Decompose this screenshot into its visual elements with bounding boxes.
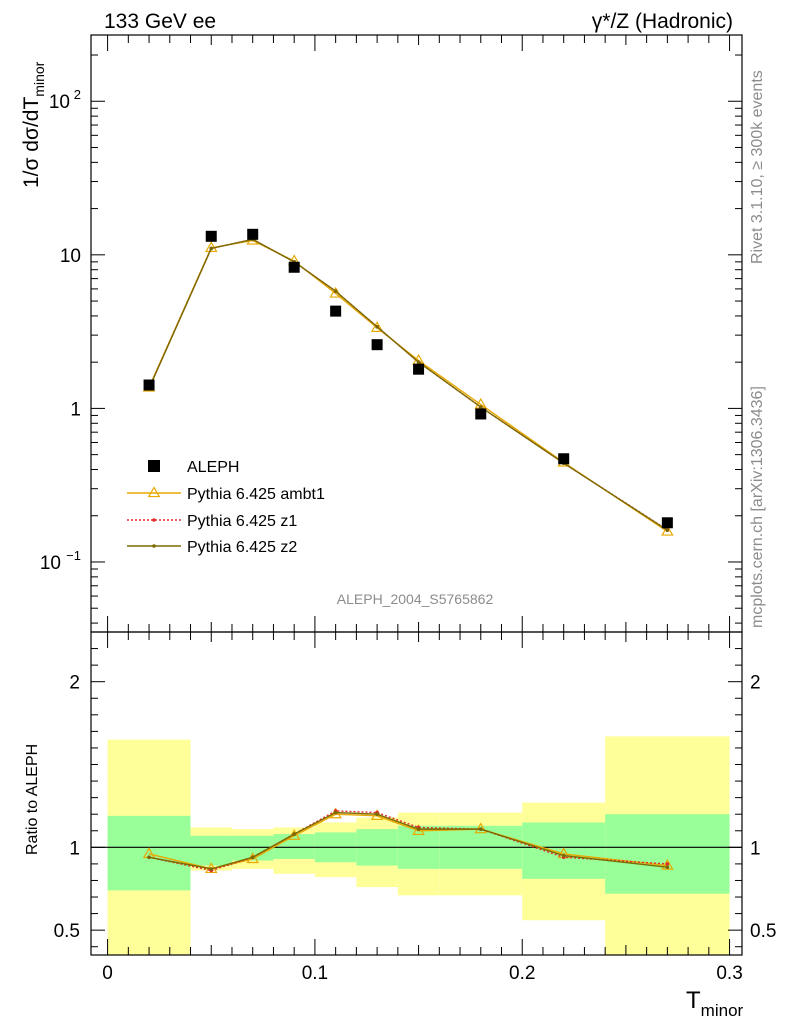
main-line-z2 xyxy=(148,238,668,531)
main-point-ambt1 xyxy=(370,321,384,332)
ratio-point-ambt1 xyxy=(661,858,674,870)
main-y-tick-exponent: −1 xyxy=(66,548,81,563)
ratio-axis-ticks: 0.5 0.5 1 1 2 2 0 0.1 0.2 0.3 xyxy=(54,632,776,984)
ratio-band-inner xyxy=(190,835,232,866)
legend-label: ALEPH xyxy=(187,459,239,476)
main-data-point xyxy=(330,305,342,317)
x-tick-label: 0 xyxy=(102,963,113,984)
legend: ALEPH Pythia 6.425 ambt1 Pythia 6.425 z1 Py… xyxy=(127,459,325,556)
main-data-point xyxy=(247,228,259,240)
x-axis-label-sub: minor xyxy=(701,1001,744,1020)
main-point-z2 xyxy=(333,289,338,293)
main-data-point xyxy=(558,453,570,465)
ratio-point-ambt1 xyxy=(474,822,488,834)
main-axis-ticks: 10 −1 1 10 10 2 xyxy=(40,35,742,632)
rivet-version-label: Rivet 3.1.10, ≥ 300k events xyxy=(749,70,766,264)
main-ylabel: 1/σ dσ/dTminor xyxy=(20,61,47,188)
analysis-id-label: ALEPH_2004_S5765862 xyxy=(337,591,494,607)
ratio-point-z2 xyxy=(416,827,421,831)
main-point-z2 xyxy=(416,360,421,364)
ratio-y-tick-label-right: 1 xyxy=(750,838,761,859)
legend-marker-data xyxy=(148,460,160,472)
main-y-tick-label: 1 xyxy=(70,399,81,420)
ratio-point-z2 xyxy=(333,810,338,815)
legend-label: Pythia 6.425 z2 xyxy=(187,539,297,556)
main-data-point xyxy=(661,517,673,529)
ratio-point-z2 xyxy=(478,827,483,831)
main-ylabel-sub: minor xyxy=(31,61,47,96)
main-data-point xyxy=(475,408,487,420)
main-series-group xyxy=(142,228,674,536)
legend-marker-z1 xyxy=(152,518,156,522)
x-axis-label: Tminor xyxy=(686,987,744,1020)
ratio-point-z2 xyxy=(375,812,379,817)
legend-label: Pythia 6.425 z1 xyxy=(187,513,297,530)
main-y-tick-label: 10 xyxy=(49,92,70,113)
main-point-ambt1 xyxy=(661,524,674,536)
main-data-point xyxy=(371,339,383,351)
ratio-point-z2 xyxy=(665,865,670,870)
legend-marker-ambt1 xyxy=(147,486,161,498)
main-ylabel-text: 1/σ dσ/dT xyxy=(20,97,43,188)
main-y-tick-exponent: 2 xyxy=(74,87,81,102)
ratio-y-tick-label-left: 2 xyxy=(69,673,80,694)
ratio-band-inner xyxy=(273,834,315,859)
ratio-point-z2 xyxy=(292,832,296,836)
ratio-point-z2 xyxy=(147,855,151,860)
ratio-series-group xyxy=(142,807,674,874)
ratio-plot-frame xyxy=(90,631,743,956)
ratio-point-z2 xyxy=(561,853,566,858)
main-point-ambt1 xyxy=(204,241,218,253)
main-point-z2 xyxy=(209,246,214,251)
main-point-z2 xyxy=(478,405,483,409)
ratio-y-tick-label-left: 1 xyxy=(69,838,80,859)
ratio-point-z2 xyxy=(209,867,214,871)
x-tick-label: 0.1 xyxy=(302,963,328,984)
ratio-point-z2 xyxy=(250,855,255,860)
main-y-tick-label: 10 xyxy=(60,246,81,267)
main-point-z2 xyxy=(375,324,379,329)
main-data-point xyxy=(205,230,217,242)
ratio-y-tick-label-right: 0.5 xyxy=(750,921,776,942)
main-data-point xyxy=(413,363,425,375)
mcplots-label: mcplots.cern.ch [arXiv:1306.3436] xyxy=(749,386,766,628)
x-tick-label: 0.3 xyxy=(716,963,742,984)
ratio-band-inner xyxy=(522,822,606,879)
energy-label: 133 GeV ee xyxy=(104,10,216,33)
ratio-y-tick-label-left: 0.5 xyxy=(54,921,80,942)
x-axis-label-text: T xyxy=(686,987,701,1014)
ratio-band-inner xyxy=(605,814,730,894)
ratio-line-z2 xyxy=(148,811,668,870)
ratio-uncertainty-bands xyxy=(91,736,742,955)
legend-label: Pythia 6.425 ambt1 xyxy=(187,486,325,503)
x-tick-label: 0.2 xyxy=(509,963,535,984)
main-y-tick-label: 10 xyxy=(40,553,61,574)
process-label: γ*/Z (Hadronic) xyxy=(592,10,733,33)
main-data-point xyxy=(288,261,300,273)
main-data-point xyxy=(143,379,155,391)
ratio-ylabel: Ratio to ALEPH xyxy=(24,744,41,855)
ratio-band-inner xyxy=(107,815,191,891)
ratio-line-z1 xyxy=(148,810,668,872)
main-point-z2 xyxy=(665,528,670,533)
ratio-point-z1 xyxy=(665,862,670,866)
ratio-y-tick-label-right: 2 xyxy=(750,673,761,694)
legend-marker-z2 xyxy=(152,544,156,548)
